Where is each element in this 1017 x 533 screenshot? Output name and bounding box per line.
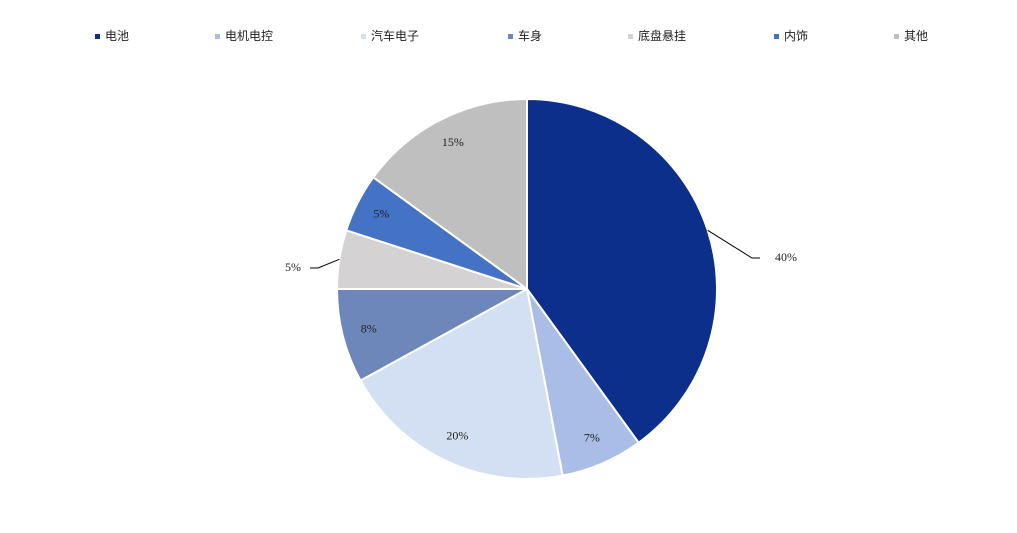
data-label: 20%	[446, 429, 468, 443]
legend-marker	[774, 34, 779, 39]
data-label: 5%	[285, 260, 301, 274]
legend-label: 其他	[904, 29, 928, 43]
legend-marker	[508, 34, 513, 39]
pie-slice	[526, 97, 718, 445]
pie-slice	[371, 97, 528, 291]
legend-label: 电池	[105, 29, 129, 43]
legend-marker	[894, 34, 899, 39]
legend-marker	[628, 34, 633, 39]
data-label: 15%	[442, 135, 464, 149]
pie-slice	[335, 288, 528, 382]
leader-line	[310, 258, 340, 269]
legend-marker	[361, 34, 366, 39]
legend-marker	[215, 34, 220, 39]
data-label: 5%	[373, 207, 389, 221]
legend-label: 内饰	[784, 29, 808, 43]
legend-marker	[95, 34, 100, 39]
data-label: 7%	[584, 431, 600, 445]
legend-label: 电机电控	[225, 29, 273, 43]
pie-slice	[359, 287, 564, 480]
data-label: 8%	[361, 321, 377, 335]
legend-label: 汽车电子	[371, 28, 419, 43]
leader-line	[707, 229, 760, 259]
legend-label: 底盘悬挂	[638, 28, 686, 43]
legend-label: 车身	[518, 28, 542, 43]
data-label: 40%	[775, 250, 797, 264]
